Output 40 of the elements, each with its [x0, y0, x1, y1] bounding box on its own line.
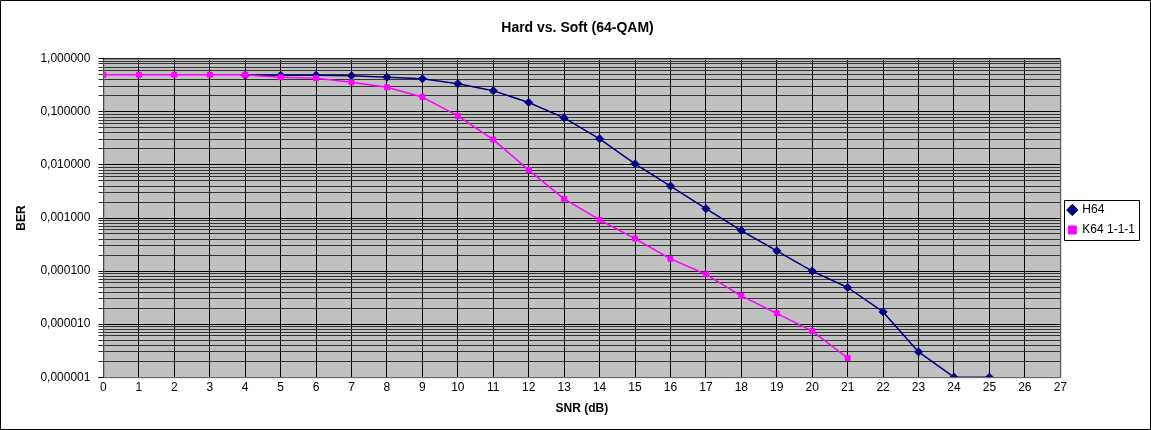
x-tick-label: 21 [840, 379, 855, 394]
x-tick-label: 7 [348, 379, 356, 394]
x-tick-label: 23 [911, 379, 926, 394]
y-tick-label: 0,000100 [40, 263, 91, 278]
y-tick-label: 0,001000 [40, 210, 91, 225]
x-axis-title: SNR (dB) [555, 401, 609, 416]
x-tick-label: 24 [947, 379, 961, 394]
x-tick-label: 5 [277, 379, 285, 394]
x-tick-label: 16 [663, 379, 678, 394]
x-tick-label: 18 [734, 379, 749, 394]
y-tick-label: 0,100000 [40, 104, 91, 119]
legend-label: K64 1-1-1 [1082, 222, 1136, 237]
legend-label: H64 [1082, 202, 1105, 217]
x-tick-label: 13 [557, 379, 572, 394]
x-tick-label: 11 [487, 379, 500, 394]
y-tick-label: 0,000010 [40, 316, 91, 331]
x-tick-label: 19 [770, 379, 784, 394]
x-tick-label: 15 [628, 379, 643, 394]
y-tick-label: 1,000000 [40, 51, 91, 66]
x-tick-label: 22 [876, 379, 891, 394]
y-tick-label: 0,000001 [40, 369, 91, 384]
y-tick-label: 0,010000 [40, 157, 91, 172]
y-axis-title: BER [13, 205, 28, 231]
x-tick-label: 9 [419, 379, 427, 394]
x-tick-label: 3 [206, 379, 214, 394]
x-tick-label: 17 [699, 379, 713, 394]
x-tick-label: 26 [1018, 379, 1032, 394]
x-tick-label: 20 [805, 379, 820, 394]
x-tick-label: 25 [982, 379, 997, 394]
x-tick-label: 1 [135, 379, 143, 394]
x-tick-label: 2 [170, 379, 178, 394]
x-tick-label: 4 [241, 379, 249, 394]
x-tick-label: 14 [592, 379, 607, 394]
x-tick-label: 12 [522, 379, 536, 394]
x-tick-label: 0 [100, 379, 108, 394]
chart-title: Hard vs. Soft (64-QAM) [501, 19, 654, 36]
x-tick-label: 8 [383, 379, 391, 394]
x-tick-label: 27 [1053, 379, 1068, 394]
x-tick-label: 10 [451, 379, 465, 394]
x-tick-label: 6 [312, 379, 320, 394]
